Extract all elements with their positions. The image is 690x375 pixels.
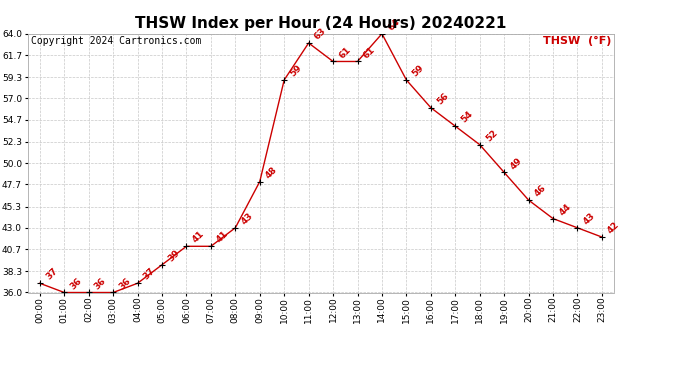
Text: 42: 42 <box>606 220 621 236</box>
Text: 59: 59 <box>288 63 304 79</box>
Text: 37: 37 <box>141 267 157 282</box>
Text: 49: 49 <box>509 156 524 171</box>
Text: 37: 37 <box>44 267 59 282</box>
Text: THSW  (°F): THSW (°F) <box>543 36 611 46</box>
Text: 36: 36 <box>117 276 132 291</box>
Text: 54: 54 <box>460 110 475 125</box>
Text: 44: 44 <box>557 202 573 217</box>
Text: 61: 61 <box>362 45 377 60</box>
Text: 52: 52 <box>484 128 499 143</box>
Text: 48: 48 <box>264 165 279 180</box>
Text: 36: 36 <box>93 276 108 291</box>
Text: 41: 41 <box>190 230 206 245</box>
Text: 39: 39 <box>166 248 181 263</box>
Text: Copyright 2024 Cartronics.com: Copyright 2024 Cartronics.com <box>30 36 201 46</box>
Text: 43: 43 <box>582 211 597 226</box>
Text: 56: 56 <box>435 91 450 106</box>
Text: 61: 61 <box>337 45 353 60</box>
Text: 64: 64 <box>386 17 402 32</box>
Title: THSW Index per Hour (24 Hours) 20240221: THSW Index per Hour (24 Hours) 20240221 <box>135 16 506 31</box>
Text: 41: 41 <box>215 230 230 245</box>
Text: 46: 46 <box>533 183 548 199</box>
Text: 43: 43 <box>239 211 255 226</box>
Text: 59: 59 <box>411 63 426 79</box>
Text: 63: 63 <box>313 26 328 42</box>
Text: 36: 36 <box>68 276 83 291</box>
